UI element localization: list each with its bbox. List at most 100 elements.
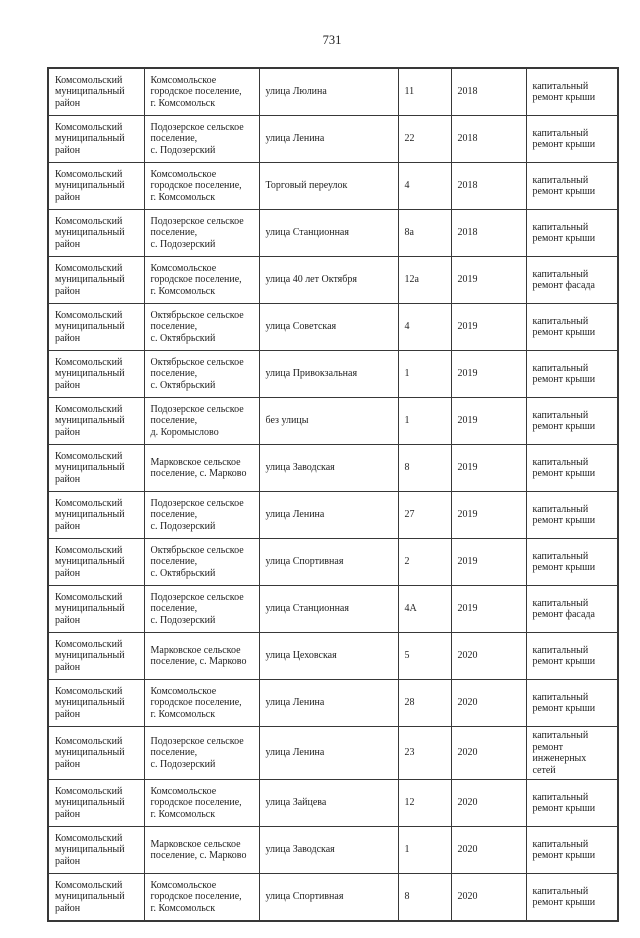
cell-year: 2019: [450, 256, 527, 304]
cell-street: улица Люлина: [258, 67, 399, 116]
cell-house-number: 12а: [397, 256, 452, 304]
cell-settlement: Комсомольское городское поселение, г. Ко…: [143, 67, 260, 116]
cell-work-type: капитальный ремонт крыши: [525, 67, 619, 116]
cell-district: Комсомольский муниципальный район: [47, 350, 145, 398]
cell-street: улица Зайцева: [258, 779, 399, 827]
cell-street: улица Ленина: [258, 679, 399, 727]
cell-settlement: Комсомольское городское поселение, г. Ко…: [143, 679, 260, 727]
cell-house-number: 8: [397, 444, 452, 492]
cell-house-number: 1: [397, 350, 452, 398]
cell-district: Комсомольский муниципальный район: [47, 726, 145, 780]
repair-program-table: Комсомольский муниципальный район Комсом…: [47, 67, 619, 922]
cell-street: улица 40 лет Октября: [258, 256, 399, 304]
cell-house-number: 8а: [397, 209, 452, 257]
cell-district: Комсомольский муниципальный район: [47, 491, 145, 539]
table-row: Комсомольский муниципальный район Подозе…: [47, 491, 619, 539]
cell-settlement: Подозерское сельское поселение, с. Подоз…: [143, 491, 260, 539]
cell-year: 2019: [450, 397, 527, 445]
cell-year: 2018: [450, 162, 527, 210]
cell-street: улица Заводская: [258, 444, 399, 492]
cell-settlement: Подозерское сельское поселение, д. Кором…: [143, 397, 260, 445]
cell-year: 2019: [450, 444, 527, 492]
table-row: Комсомольский муниципальный район Марков…: [47, 826, 619, 874]
table-row: Комсомольский муниципальный район Октябр…: [47, 538, 619, 586]
cell-settlement: Марковское сельское поселение, с. Марков…: [143, 826, 260, 874]
table-row: Комсомольский муниципальный район Комсом…: [47, 256, 619, 304]
cell-work-type: капитальный ремонт крыши: [525, 632, 619, 680]
cell-work-type: капитальный ремонт крыши: [525, 873, 619, 922]
cell-year: 2020: [450, 726, 527, 780]
cell-year: 2019: [450, 303, 527, 351]
table-row: Комсомольский муниципальный район Комсом…: [47, 779, 619, 827]
cell-district: Комсомольский муниципальный район: [47, 444, 145, 492]
cell-year: 2020: [450, 873, 527, 922]
cell-settlement: Комсомольское городское поселение, г. Ко…: [143, 779, 260, 827]
cell-settlement: Подозерское сельское поселение, с. Подоз…: [143, 209, 260, 257]
cell-work-type: капитальный ремонт крыши: [525, 350, 619, 398]
cell-house-number: 12: [397, 779, 452, 827]
cell-district: Комсомольский муниципальный район: [47, 779, 145, 827]
cell-year: 2018: [450, 67, 527, 116]
cell-year: 2020: [450, 826, 527, 874]
cell-street: улица Советская: [258, 303, 399, 351]
cell-year: 2019: [450, 585, 527, 633]
table-row: Комсомольский муниципальный район Октябр…: [47, 350, 619, 398]
cell-work-type: капитальный ремонт крыши: [525, 303, 619, 351]
cell-district: Комсомольский муниципальный район: [47, 67, 145, 116]
cell-district: Комсомольский муниципальный район: [47, 115, 145, 163]
table-row: Комсомольский муниципальный район Подозе…: [47, 115, 619, 163]
cell-house-number: 1: [397, 826, 452, 874]
cell-work-type: капитальный ремонт крыши: [525, 826, 619, 874]
repair-table-body: Комсомольский муниципальный район Комсом…: [47, 67, 619, 922]
cell-settlement: Октябрьское сельское поселение, с. Октяб…: [143, 350, 260, 398]
cell-year: 2019: [450, 491, 527, 539]
cell-settlement: Комсомольское городское поселение, г. Ко…: [143, 256, 260, 304]
cell-settlement: Подозерское сельское поселение, с. Подоз…: [143, 585, 260, 633]
cell-work-type: капитальный ремонт инженерных сетей: [525, 726, 619, 780]
table-row: Комсомольский муниципальный район Марков…: [47, 632, 619, 680]
cell-district: Комсомольский муниципальный район: [47, 632, 145, 680]
cell-street: без улицы: [258, 397, 399, 445]
cell-street: улица Заводская: [258, 826, 399, 874]
cell-house-number: 5: [397, 632, 452, 680]
cell-year: 2019: [450, 538, 527, 586]
cell-year: 2019: [450, 350, 527, 398]
cell-district: Комсомольский муниципальный район: [47, 397, 145, 445]
cell-street: улица Ленина: [258, 726, 399, 780]
cell-work-type: капитальный ремонт крыши: [525, 679, 619, 727]
cell-work-type: капитальный ремонт крыши: [525, 209, 619, 257]
page-number: 731: [322, 33, 342, 47]
cell-work-type: капитальный ремонт крыши: [525, 115, 619, 163]
cell-work-type: капитальный ремонт крыши: [525, 444, 619, 492]
cell-house-number: 23: [397, 726, 452, 780]
table-row: Комсомольский муниципальный район Подозе…: [47, 726, 619, 780]
cell-street: улица Станционная: [258, 585, 399, 633]
cell-work-type: капитальный ремонт крыши: [525, 538, 619, 586]
table-row: Комсомольский муниципальный район Октябр…: [47, 303, 619, 351]
cell-settlement: Подозерское сельское поселение, с. Подоз…: [143, 726, 260, 780]
table-row: Комсомольский муниципальный район Комсом…: [47, 679, 619, 727]
cell-house-number: 8: [397, 873, 452, 922]
cell-district: Комсомольский муниципальный район: [47, 209, 145, 257]
cell-year: 2018: [450, 115, 527, 163]
cell-year: 2020: [450, 632, 527, 680]
cell-work-type: капитальный ремонт фасада: [525, 256, 619, 304]
cell-street: Торговый переулок: [258, 162, 399, 210]
cell-work-type: капитальный ремонт крыши: [525, 491, 619, 539]
cell-house-number: 4: [397, 162, 452, 210]
cell-settlement: Комсомольское городское поселение, г. Ко…: [143, 162, 260, 210]
cell-work-type: капитальный ремонт крыши: [525, 779, 619, 827]
cell-settlement: Марковское сельское поселение, с. Марков…: [143, 632, 260, 680]
cell-settlement: Октябрьское сельское поселение, с. Октяб…: [143, 303, 260, 351]
cell-house-number: 4: [397, 303, 452, 351]
cell-house-number: 27: [397, 491, 452, 539]
table-row: Комсомольский муниципальный район Подозе…: [47, 585, 619, 633]
cell-district: Комсомольский муниципальный район: [47, 679, 145, 727]
cell-settlement: Комсомольское городское поселение, г. Ко…: [143, 873, 260, 922]
cell-district: Комсомольский муниципальный район: [47, 538, 145, 586]
cell-house-number: 11: [397, 67, 452, 116]
cell-house-number: 22: [397, 115, 452, 163]
cell-work-type: капитальный ремонт фасада: [525, 585, 619, 633]
cell-house-number: 1: [397, 397, 452, 445]
cell-street: улица Станционная: [258, 209, 399, 257]
